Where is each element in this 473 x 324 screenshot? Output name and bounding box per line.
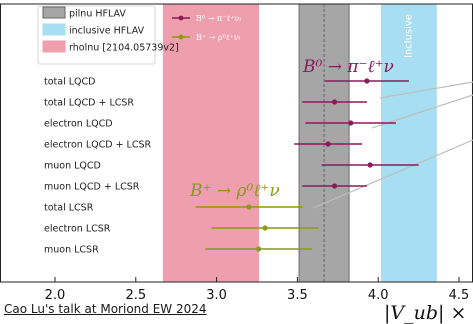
row-labels: total LQCD total LQCD + LCSR electron LQCD… xyxy=(44,77,152,256)
legend-box xyxy=(37,5,156,65)
data-point xyxy=(246,204,252,210)
data-points xyxy=(195,78,419,252)
mini-legend-label: B⁰ → π⁻ℓ⁺νₗ xyxy=(196,14,241,23)
row-label: muon LCSR xyxy=(44,245,99,256)
row-label: electron LCSR xyxy=(44,224,111,235)
reference-bands: Inclusive xyxy=(162,3,437,283)
decorations: B⁰ → π⁻ℓ⁺ν B⁺ → ρ⁰ℓ⁺ν xyxy=(189,57,473,209)
x-ticks: 2.0 2.5 3.0 3.5 4.0 4.5 xyxy=(45,277,470,303)
legend-swatch xyxy=(42,6,66,19)
band-2 xyxy=(162,3,260,283)
tick-label: 2.0 xyxy=(45,288,66,303)
data-point xyxy=(367,162,373,168)
data-point xyxy=(256,246,262,252)
tick-label: 4.5 xyxy=(449,288,470,303)
legend-swatch xyxy=(42,40,66,53)
legend-label: inclusive HFLAV xyxy=(69,26,145,37)
data-point xyxy=(364,78,370,84)
data-point xyxy=(348,120,354,126)
group-label-rho: B⁺ → ρ⁰ℓ⁺ν xyxy=(189,181,280,201)
band-1 xyxy=(381,3,437,283)
row-label: total LQCD xyxy=(44,77,95,88)
data-point xyxy=(331,99,338,105)
group-label-pion: B⁰ → π⁻ℓ⁺ν xyxy=(302,57,394,77)
legend: pilnu HFLAV inclusive HFLAV rholnu [2104.0… xyxy=(37,5,241,65)
row-label: total LCSR xyxy=(44,203,94,214)
legend-label: pilnu HFLAV xyxy=(69,9,126,20)
data-point xyxy=(331,183,338,189)
row-label: muon LQCD xyxy=(44,161,101,172)
row-label: muon LQCD + LCSR xyxy=(44,182,140,193)
row-label: total LQCD + LCSR xyxy=(44,98,134,109)
data-point xyxy=(325,141,331,147)
tick-label: 4.0 xyxy=(368,288,389,303)
caption-link[interactable]: Cao Lu's talk at Moriond EW 2024 xyxy=(4,302,207,316)
inclusive-vertical-label: Inclusive xyxy=(403,14,414,58)
row-label: electron LQCD xyxy=(44,119,113,130)
mini-legend-marker xyxy=(178,34,184,40)
mini-legend-marker xyxy=(178,15,184,21)
row-label: electron LQCD + LCSR xyxy=(44,140,152,151)
x-axis-label: |V_ub| × 10^3 xyxy=(384,302,473,324)
tick-label: 3.5 xyxy=(287,288,308,303)
tick-label: 3.0 xyxy=(206,288,227,303)
data-point xyxy=(262,225,268,231)
mini-legend-label: B⁺ → ρ⁰ℓ⁺νₗ xyxy=(196,33,241,42)
callout-line-0 xyxy=(379,81,473,99)
legend-label: rholnu [2104.05739v2] xyxy=(69,43,179,54)
tick-label: 2.5 xyxy=(125,288,146,303)
callout-line-2 xyxy=(312,139,473,209)
legend-swatch xyxy=(42,23,66,36)
